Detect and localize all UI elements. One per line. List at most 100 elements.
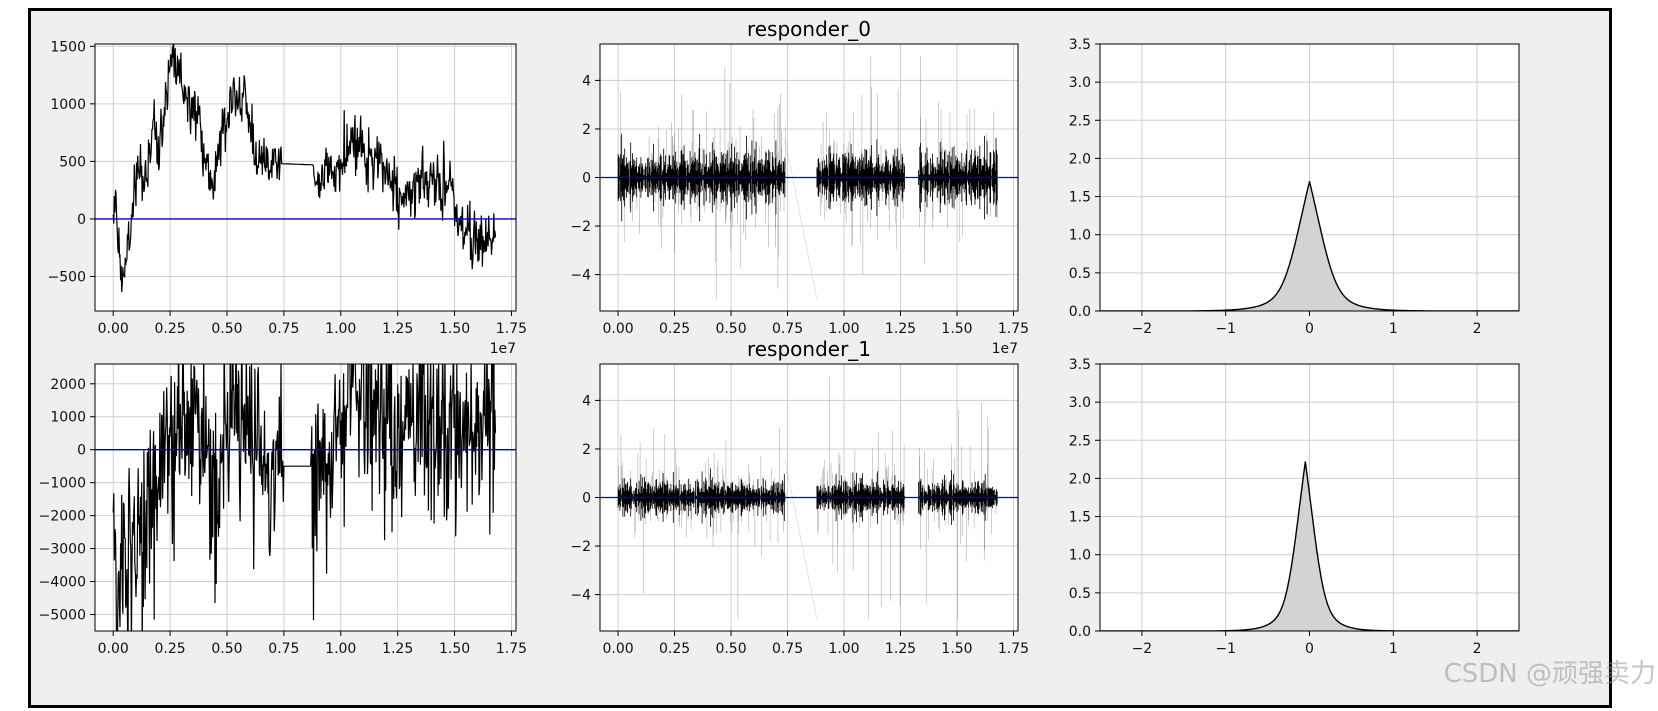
density-line <box>1100 461 1519 631</box>
y-tick-label: −2000 <box>39 509 86 525</box>
x-tick-label: 0.00 <box>602 641 633 657</box>
noise-spikes <box>620 66 786 299</box>
y-tick-label: 1000 <box>50 410 86 426</box>
x-tick-label: 1.25 <box>885 641 916 657</box>
y-tick-label: 2.5 <box>1069 113 1091 129</box>
x-tick-label: 0.25 <box>155 641 186 657</box>
noise-spikes <box>918 402 998 619</box>
y-tick-label: 1.0 <box>1069 228 1091 244</box>
y-tick-label: 2 <box>582 442 591 458</box>
plot-area <box>95 44 516 293</box>
axes-frame <box>94 363 517 632</box>
x-tick-label: 0.50 <box>211 641 242 657</box>
y-tick-label: −4 <box>570 268 591 284</box>
y-tick-label: −4 <box>570 588 591 604</box>
x-tick-label: 1.00 <box>828 641 859 657</box>
y-tick-label: 3.0 <box>1069 395 1091 411</box>
x-tick-label: −1 <box>1215 641 1236 657</box>
subplot-r0-cum: 0.00 0.25 0.50 0.75 1.00 1.25 1.50 1.75 −500 0 500… <box>48 39 527 357</box>
gap-connector <box>785 141 818 299</box>
y-tick-label: 2 <box>582 122 591 138</box>
plot-area <box>95 364 516 631</box>
x-tick-label: 0 <box>1305 641 1314 657</box>
x-tick-label: 1.50 <box>941 641 972 657</box>
y-tick-label: 3.0 <box>1069 75 1091 91</box>
x-tick-label: 0.75 <box>772 321 803 337</box>
y-tick-label: 0 <box>582 491 591 507</box>
y-tick-label: 1.0 <box>1069 548 1091 564</box>
y-tick-label: 2000 <box>50 377 86 393</box>
x-tick-label: 0.50 <box>715 641 746 657</box>
x-tick-label: 0.00 <box>98 641 129 657</box>
y-tick-label: −4000 <box>39 575 86 591</box>
series-line <box>112 364 497 631</box>
y-tick-label: −2 <box>570 219 591 235</box>
x-tick-label: 1.25 <box>382 641 413 657</box>
plot-area <box>1100 181 1519 311</box>
y-tick-label: 3.5 <box>1069 357 1091 373</box>
y-tick-label: −2 <box>570 539 591 555</box>
y-tick-label: 1500 <box>50 39 86 55</box>
y-tick-label: 4 <box>582 393 591 409</box>
noise-spikes <box>919 56 998 264</box>
x-tick-label: 1.75 <box>998 641 1029 657</box>
x-tick-label: 2 <box>1473 641 1482 657</box>
x-offset-label: 1e7 <box>992 341 1018 357</box>
y-tick-label: 1000 <box>50 97 86 113</box>
y-tick-label: 0 <box>77 443 86 459</box>
x-tick-label: 1.00 <box>325 321 356 337</box>
subplot-r1-cum: 0.00 0.25 0.50 0.75 1.00 1.25 1.50 1.75 −5000 −40… <box>39 363 527 657</box>
x-tick-label: 1 <box>1389 641 1398 657</box>
x-tick-label: 0 <box>1305 321 1314 337</box>
x-tick-label: 1.75 <box>496 321 527 337</box>
y-tick-label: 0.5 <box>1069 586 1091 602</box>
density-area <box>1100 181 1519 311</box>
subplot-title: responder_1 <box>747 337 871 361</box>
figure-canvas: 0.00 0.25 0.50 0.75 1.00 1.25 1.50 1.75 −500 0 500… <box>28 8 1612 708</box>
x-tick-label: 0.50 <box>715 321 746 337</box>
y-tick-label: 0.0 <box>1069 304 1091 320</box>
plot-area <box>1100 461 1519 631</box>
y-tick-label: 1.5 <box>1069 510 1091 526</box>
y-tick-label: 1.5 <box>1069 190 1091 206</box>
axes-frame <box>94 43 517 312</box>
x-tick-label: 1.50 <box>439 321 470 337</box>
x-tick-label: 1.00 <box>828 321 859 337</box>
x-tick-label: 1.75 <box>496 641 527 657</box>
x-tick-label: 0.50 <box>211 321 242 337</box>
y-tick-label: 2.0 <box>1069 151 1091 167</box>
y-tick-label: 3.5 <box>1069 37 1091 53</box>
plot-area <box>600 56 1018 299</box>
x-tick-label: 0.75 <box>772 641 803 657</box>
subplot-title: responder_0 <box>747 17 871 41</box>
y-tick-label: −1000 <box>39 476 86 492</box>
y-tick-label: 2.0 <box>1069 471 1091 487</box>
y-tick-label: 0.5 <box>1069 266 1091 282</box>
x-offset-label: 1e7 <box>490 341 516 357</box>
x-tick-label: 1.25 <box>885 321 916 337</box>
x-tick-label: 0.00 <box>602 321 633 337</box>
x-tick-label: 0.75 <box>268 321 299 337</box>
y-tick-label: −5000 <box>39 608 86 624</box>
x-tick-label: 1.50 <box>941 321 972 337</box>
gap-connector <box>785 461 818 619</box>
axes-background <box>95 44 516 311</box>
y-tick-label: 2.5 <box>1069 433 1091 449</box>
y-tick-label: 500 <box>59 154 86 170</box>
watermark-text: CSDN @顽强卖力 <box>1443 659 1656 689</box>
x-tick-label: 0.25 <box>155 321 186 337</box>
x-tick-label: −1 <box>1215 321 1236 337</box>
y-tick-label: −3000 <box>39 542 86 558</box>
x-tick-label: 0.00 <box>98 321 129 337</box>
y-tick-label: 0.0 <box>1069 624 1091 640</box>
density-area <box>1100 461 1519 631</box>
plot-area <box>600 376 1018 619</box>
x-tick-label: 2 <box>1473 321 1482 337</box>
x-tick-label: 0.25 <box>659 321 690 337</box>
y-tick-label: −500 <box>48 269 86 285</box>
series-line <box>112 44 497 293</box>
density-line <box>1100 181 1519 311</box>
y-tick-label: 0 <box>77 212 86 228</box>
x-tick-label: 0.75 <box>268 641 299 657</box>
y-tick-label: 4 <box>582 73 591 89</box>
